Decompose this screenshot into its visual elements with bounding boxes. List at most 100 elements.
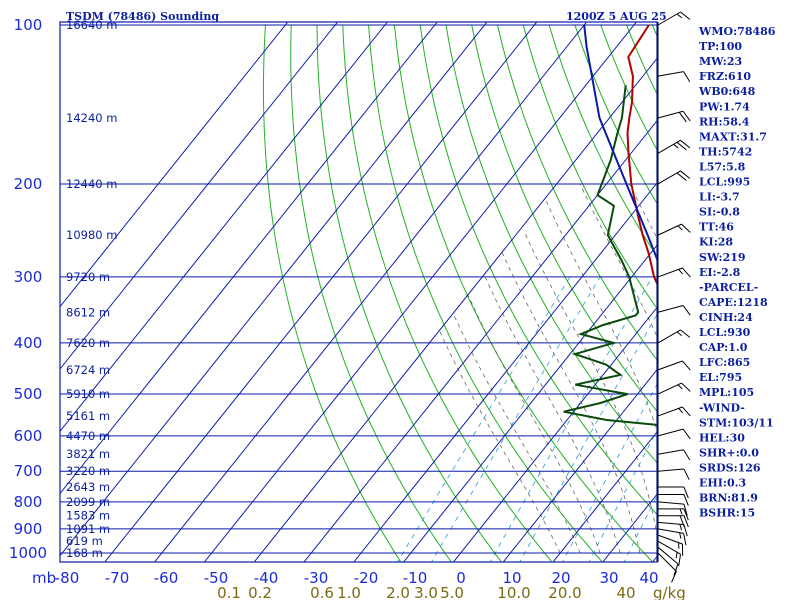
moist-adiabat xyxy=(545,200,657,432)
height-tick-label: 168 m xyxy=(66,546,103,560)
pressure-tick-label: 100 xyxy=(14,16,43,34)
isotherm xyxy=(60,22,289,308)
dry-adiabat xyxy=(497,24,657,361)
barb-flag xyxy=(680,139,691,149)
isotherm xyxy=(60,22,438,495)
pressure-tick-label: 1000 xyxy=(9,544,47,562)
dry-adiabat xyxy=(471,24,657,413)
height-tick-label: 8612 m xyxy=(66,305,110,319)
wind-barb xyxy=(658,486,689,499)
height-tick-label: 9720 m xyxy=(66,270,110,284)
mixing-ratio-label: 20.0 xyxy=(548,584,581,600)
barb-staff xyxy=(657,305,684,313)
stat-line: BSHR:15 xyxy=(699,507,755,520)
stat-line: MW:23 xyxy=(699,55,742,68)
barb-staff xyxy=(657,110,684,119)
dry-adiabat xyxy=(290,24,452,562)
barb-flag xyxy=(683,449,691,461)
plot-border xyxy=(59,21,658,563)
barb-flag xyxy=(682,360,691,371)
barb-staff xyxy=(657,501,684,505)
barb-staff xyxy=(657,449,684,455)
height-tick-label: 3220 m xyxy=(66,464,110,478)
height-tick-label: 4470 m xyxy=(66,429,110,443)
dry-adiabat xyxy=(445,24,657,464)
height-tick-label: 5161 m xyxy=(66,409,110,423)
barb-flag xyxy=(680,170,691,179)
barb-half-flag xyxy=(673,143,679,149)
stat-line: MPL:105 xyxy=(699,386,754,399)
pressure-tick-label: 500 xyxy=(14,385,43,403)
isotherm xyxy=(60,22,388,433)
wind-barbs xyxy=(657,11,691,583)
barb-flag xyxy=(680,329,691,338)
temperature-tick-label: -10 xyxy=(403,569,428,587)
wind-barb xyxy=(657,534,684,557)
stat-line: TP:100 xyxy=(699,40,742,53)
height-tick-label: 5910 m xyxy=(66,387,110,401)
wind-barb xyxy=(657,329,691,344)
barb-staff xyxy=(657,406,683,417)
wind-barb xyxy=(657,110,691,123)
barb-staff xyxy=(657,71,684,77)
stat-line: SW:219 xyxy=(699,251,746,264)
barb-flag xyxy=(683,533,687,546)
isotherm xyxy=(60,22,488,557)
profile-lines xyxy=(563,24,657,426)
barb-staff xyxy=(657,428,684,437)
barb-flag xyxy=(683,468,690,480)
barb-staff xyxy=(657,329,681,344)
barb-staff xyxy=(657,540,681,555)
wind-barb xyxy=(658,515,689,528)
mixing-ratio-line xyxy=(786,277,800,564)
temperature-tick-label: -30 xyxy=(304,569,329,587)
wind-barb xyxy=(657,540,682,567)
mixing-ratio-label: 5.0 xyxy=(440,584,464,600)
temperature-tick-label: -60 xyxy=(154,569,179,587)
mixing-ratio-line xyxy=(623,494,657,562)
wind-barb xyxy=(657,552,677,583)
isotherm xyxy=(204,22,637,562)
wind-barb xyxy=(657,71,691,83)
stat-line: -PARCEL- xyxy=(699,281,758,294)
stat-line: MAXT:31.7 xyxy=(699,130,767,143)
temperature-tick-label: -80 xyxy=(55,569,80,587)
pressure-tick-label: 900 xyxy=(14,520,43,538)
stat-line: BRN:81.9 xyxy=(699,492,758,505)
stat-line: SRDS:126 xyxy=(699,461,761,474)
stat-line: SI:-0.8 xyxy=(699,206,740,219)
stat-line: L57:5.8 xyxy=(699,160,746,173)
mixing-ratio-line xyxy=(562,383,657,562)
height-tick-label: 2099 m xyxy=(66,495,110,509)
stat-line: CAP:1.0 xyxy=(699,341,748,354)
isotherm xyxy=(552,431,657,562)
barb-flag xyxy=(682,110,691,122)
mixing-ratio-label: 40 xyxy=(616,584,635,600)
barb-flag xyxy=(682,428,691,440)
barb-flag xyxy=(676,172,687,181)
barb-half-flag xyxy=(679,532,682,539)
wind-barb xyxy=(657,449,691,461)
barb-flag xyxy=(683,508,689,521)
wind-barb xyxy=(657,406,691,417)
barb-half-flag xyxy=(677,384,683,390)
mixing-ratio-line xyxy=(431,276,601,562)
moist-adiabat xyxy=(501,252,641,554)
height-tick-label: 619 m xyxy=(66,534,103,548)
barb-flag xyxy=(679,515,685,528)
mixing-ratio-label: 1.0 xyxy=(337,584,361,600)
barb-flag xyxy=(673,563,679,576)
mixing-ratio-line xyxy=(588,429,657,562)
dry-adiabat xyxy=(419,24,657,516)
pressure-unit-label: mb xyxy=(32,569,56,587)
wind-barb xyxy=(657,170,691,185)
barb-flag xyxy=(683,494,689,506)
stat-line: KI:28 xyxy=(699,236,733,249)
stat-line: HEL:30 xyxy=(699,431,745,444)
mixing-ratio-label: 0.6 xyxy=(310,584,334,600)
barb-staff xyxy=(657,552,677,572)
stat-line: LCL:995 xyxy=(699,176,750,189)
barb-flag xyxy=(680,11,691,20)
